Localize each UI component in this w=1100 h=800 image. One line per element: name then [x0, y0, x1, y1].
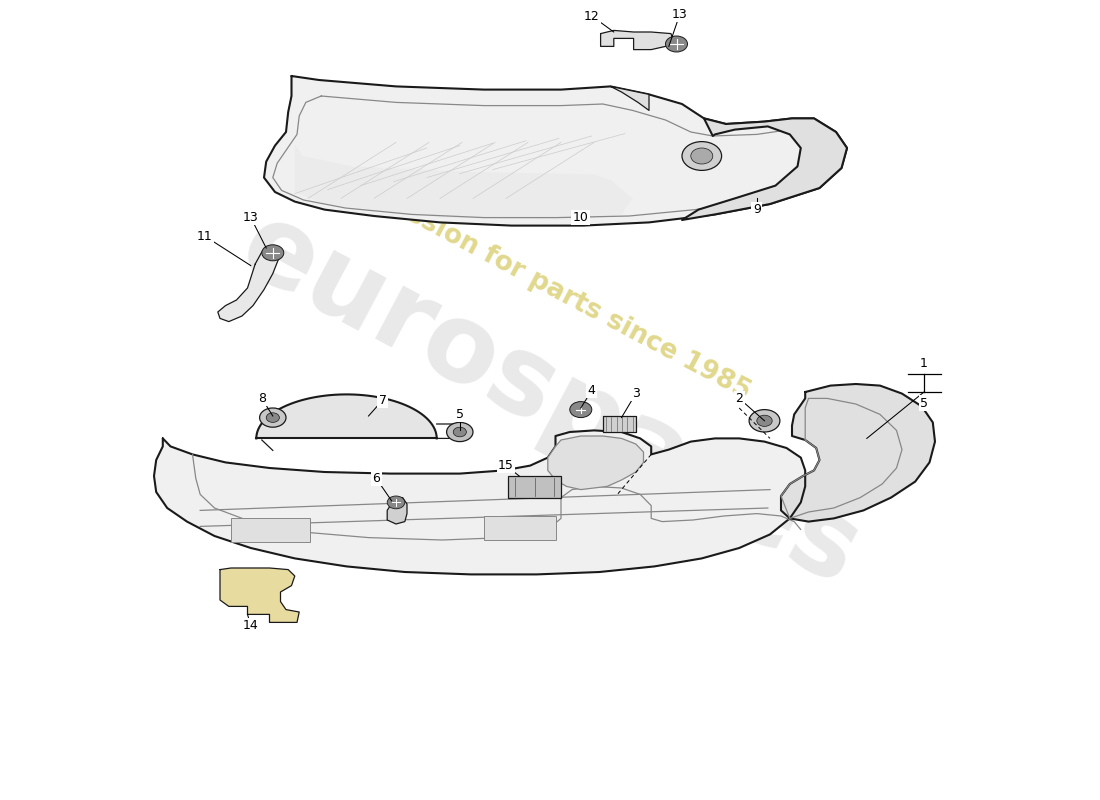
Text: a passion for parts since 1985: a passion for parts since 1985: [345, 171, 755, 405]
Text: 6: 6: [372, 472, 381, 485]
Text: 2: 2: [735, 392, 744, 405]
FancyBboxPatch shape: [231, 518, 310, 542]
Polygon shape: [548, 436, 643, 490]
Text: 3: 3: [631, 387, 640, 400]
Text: 5: 5: [920, 397, 928, 410]
Text: 7: 7: [378, 394, 387, 406]
Polygon shape: [256, 394, 437, 438]
Polygon shape: [264, 76, 847, 226]
FancyBboxPatch shape: [508, 476, 561, 498]
Circle shape: [453, 427, 466, 437]
Circle shape: [757, 415, 772, 426]
Text: 13: 13: [672, 8, 688, 21]
Polygon shape: [387, 498, 407, 524]
Polygon shape: [601, 30, 673, 50]
Text: 11: 11: [197, 230, 212, 242]
FancyBboxPatch shape: [484, 516, 556, 540]
Text: 9: 9: [752, 203, 761, 216]
Polygon shape: [295, 144, 632, 220]
Text: 14: 14: [243, 619, 258, 632]
Text: 10: 10: [573, 211, 588, 224]
Text: 13: 13: [243, 211, 258, 224]
Polygon shape: [682, 118, 847, 220]
Polygon shape: [220, 568, 299, 622]
Polygon shape: [154, 430, 805, 574]
Circle shape: [260, 408, 286, 427]
Circle shape: [682, 142, 722, 170]
Circle shape: [749, 410, 780, 432]
Circle shape: [266, 413, 279, 422]
Text: 12: 12: [584, 10, 600, 22]
Polygon shape: [781, 384, 935, 522]
Text: 1: 1: [920, 357, 928, 370]
Circle shape: [447, 422, 473, 442]
Polygon shape: [603, 416, 636, 432]
Circle shape: [387, 496, 405, 509]
Text: 15: 15: [498, 459, 514, 472]
Text: eurospares: eurospares: [222, 192, 878, 608]
Text: 5: 5: [455, 408, 464, 421]
Circle shape: [691, 148, 713, 164]
Circle shape: [666, 36, 688, 52]
Circle shape: [570, 402, 592, 418]
Text: 8: 8: [257, 392, 266, 405]
Polygon shape: [610, 86, 649, 110]
Text: 4: 4: [587, 384, 596, 397]
Polygon shape: [218, 246, 280, 322]
Circle shape: [262, 245, 284, 261]
